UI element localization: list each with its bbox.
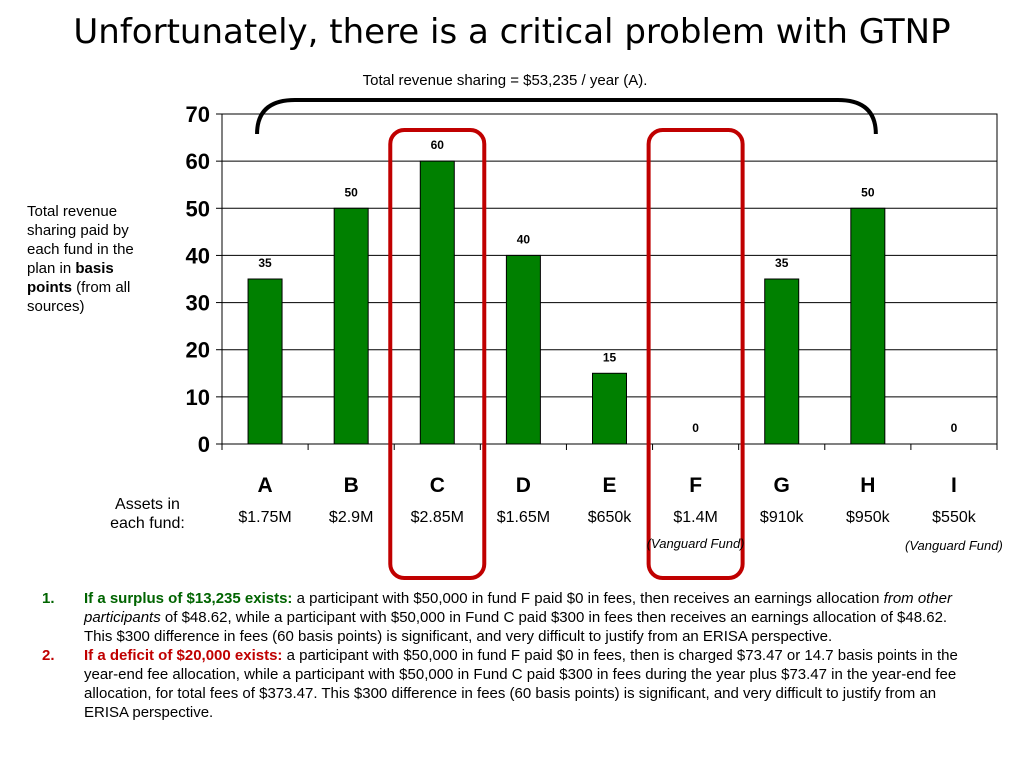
y-axis-label-bold: basis points <box>27 260 114 296</box>
x-tick-label: F <box>689 474 702 497</box>
y-axis-label-suffix: (from all sources) <box>27 279 131 315</box>
data-label: 0 <box>692 421 699 435</box>
data-label: 60 <box>431 138 445 152</box>
chart-subtitle: Total revenue sharing = $53,235 / year (… <box>362 72 648 89</box>
bar <box>850 207 886 445</box>
fund-note: (Vanguard Fund) <box>646 536 745 551</box>
y-axis-ticks: 0 10 20 30 40 50 60 70 <box>186 102 210 457</box>
note-number: 2. <box>42 647 55 664</box>
bar <box>419 160 455 445</box>
highlight-box <box>646 128 745 580</box>
x-axis-labels: A B C D E F G H I <box>257 474 956 497</box>
x-tick-label: D <box>516 474 531 497</box>
y-tick-label: 10 <box>186 385 210 410</box>
note-surplus: 1. If a surplus of $13,235 exists: a par… <box>42 589 972 646</box>
data-label: 35 <box>258 256 272 270</box>
bar <box>764 278 800 445</box>
slide-title: Unfortunately, there is a critical probl… <box>73 12 951 52</box>
data-label: 40 <box>517 232 531 246</box>
y-axis-label: Total revenue sharing paid by each fund … <box>27 202 152 316</box>
chart-annotations <box>255 98 878 580</box>
data-label: 0 <box>951 421 958 435</box>
note-text: a participant with $50,000 in fund F pai… <box>84 647 958 721</box>
y-tick-label: 60 <box>186 149 210 174</box>
y-tick-label: 40 <box>186 243 210 268</box>
y-tick-label: 20 <box>186 338 210 363</box>
x-tick-label: I <box>951 474 957 497</box>
x-tick-label: H <box>860 474 875 497</box>
y-axis-label-text: Total revenue sharing paid by each fund … <box>27 203 134 277</box>
note-text-end: of $48.62, while a participant with $50,… <box>84 609 948 645</box>
asset-value: $2.9M <box>328 509 374 526</box>
span-bracket <box>255 98 878 135</box>
y-tick-label: 30 <box>186 291 210 316</box>
data-label: 50 <box>861 185 875 199</box>
data-label: 15 <box>603 350 617 364</box>
note-italic: from other participants <box>84 590 953 626</box>
x-tick-label: A <box>257 474 272 497</box>
asset-value: $1.4M <box>673 509 718 526</box>
fund-note: (Vanguard Fund) <box>905 538 1003 553</box>
chart-bars: 35 50 60 40 15 0 35 50 0 <box>247 138 958 445</box>
y-tick-label: 50 <box>186 196 210 221</box>
asset-value: $950k <box>846 509 890 526</box>
asset-value: $650k <box>587 509 632 526</box>
data-label: 35 <box>775 256 789 270</box>
note-number: 1. <box>42 590 55 607</box>
note-lead: If a surplus of $13,235 exists: <box>84 590 293 607</box>
highlight-box <box>388 128 487 580</box>
asset-value: $550k <box>932 509 976 526</box>
y-tick-label: 0 <box>198 432 210 457</box>
asset-value: $1.65M <box>496 509 551 526</box>
bar <box>505 254 541 445</box>
asset-value: $2.85M <box>410 509 464 526</box>
x-tick-label: C <box>430 474 445 497</box>
bar-chart: 35 50 60 40 15 0 35 50 0 0 10 20 30 40 50 60 70 A B C D E F G… <box>186 98 998 580</box>
bar <box>592 372 627 445</box>
note-text: a participant with $50,000 in fund F pai… <box>292 590 884 607</box>
assets-label: Assets in each fund: <box>110 496 185 532</box>
x-tick-label: B <box>344 474 359 497</box>
asset-value: $910k <box>759 509 804 526</box>
data-label: 50 <box>344 185 358 199</box>
y-tick-label: 70 <box>186 102 210 127</box>
note-deficit: 2. If a deficit of $20,000 exists: a par… <box>42 646 972 722</box>
x-tick-label: G <box>774 474 790 497</box>
notes-list: 1. If a surplus of $13,235 exists: a par… <box>42 589 972 722</box>
x-tick-label: E <box>602 474 616 497</box>
asset-value: $1.75M <box>238 509 292 526</box>
bar <box>247 278 283 445</box>
note-lead: If a deficit of $20,000 exists: <box>84 647 283 664</box>
bar <box>333 207 369 445</box>
